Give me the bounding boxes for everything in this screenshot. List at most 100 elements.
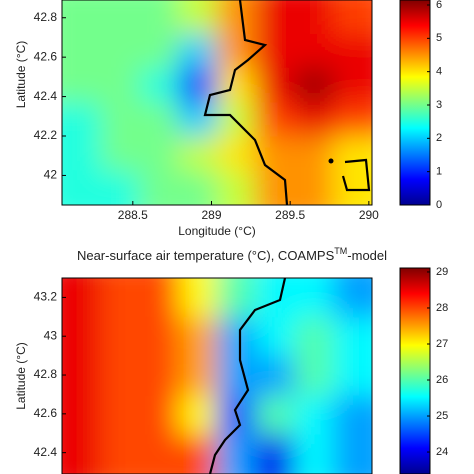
- y-tick-label: 42.6: [34, 406, 58, 420]
- field-cell: [255, 0, 296, 36]
- field-cell: [178, 68, 218, 104]
- field-cell: [294, 102, 335, 138]
- field-cell: [62, 170, 102, 205]
- y-tick-label: 43: [44, 328, 58, 342]
- field-cell: [139, 136, 180, 172]
- colorbar: [399, 267, 431, 474]
- x-axis-label: Longitude (°C): [178, 224, 256, 238]
- y-tick-label: 42.6: [34, 49, 58, 63]
- colorbar-tick-label: 3: [436, 99, 442, 111]
- field-cell: [139, 356, 180, 397]
- field-cell: [333, 434, 372, 474]
- field-cell: [333, 278, 372, 319]
- colorbar-tick-label: 25: [436, 410, 448, 422]
- colorbar-tick-label: 0: [436, 199, 442, 211]
- field-cell: [294, 356, 335, 397]
- field: [62, 278, 372, 474]
- field-cell: [139, 278, 180, 319]
- colorbar-tick-label: 4: [436, 66, 442, 78]
- field-cell: [62, 34, 102, 70]
- field-cell: [62, 136, 102, 172]
- field-cell: [100, 356, 141, 397]
- field-cell: [139, 102, 180, 138]
- field-cell: [255, 317, 296, 358]
- field-cell: [217, 34, 257, 70]
- field-cell: [100, 0, 141, 36]
- y-tick-label: 43.2: [34, 290, 58, 304]
- field-cell: [333, 356, 372, 397]
- field-cell: [255, 434, 296, 474]
- field-cell: [217, 434, 257, 474]
- colorbar-tick-label: 5: [436, 32, 442, 44]
- field-cell: [294, 0, 335, 36]
- field-cell: [139, 395, 180, 436]
- field-cell: [333, 34, 372, 70]
- coastline: [203, 0, 289, 205]
- field-cell: [294, 278, 335, 319]
- field-cell: [217, 278, 257, 319]
- field-cell: [255, 278, 296, 319]
- y-tick-label: 42.4: [34, 89, 58, 103]
- field-cell: [62, 102, 102, 138]
- field-cell: [100, 317, 141, 358]
- field-cell: [139, 34, 180, 70]
- plot-frame: [61, 0, 373, 206]
- field-cell: [62, 434, 102, 474]
- plot-frame: [61, 277, 373, 474]
- field-cell: [139, 317, 180, 358]
- field-cell: [217, 136, 257, 172]
- field-cell: [100, 278, 141, 319]
- colorbar-tick-label: 24: [436, 446, 448, 458]
- x-tick-label: 289.5: [275, 208, 305, 222]
- x-tick-label: 290: [359, 208, 379, 222]
- field-cell: [294, 170, 335, 205]
- title-suffix: -model: [347, 248, 387, 263]
- field-cell: [333, 317, 372, 358]
- title-superscript: TM: [334, 246, 347, 256]
- field-cell: [62, 0, 102, 36]
- field-cell: [294, 434, 335, 474]
- field-cell: [139, 170, 180, 205]
- field-cell: [294, 317, 335, 358]
- y-axis-label: Latitude (°C): [14, 41, 28, 109]
- coastline: [341, 158, 371, 192]
- field-cell: [333, 0, 372, 36]
- colorbar-tick-label: 28: [436, 302, 448, 314]
- field-cell: [178, 170, 218, 205]
- field: [62, 0, 372, 205]
- field-cell: [255, 356, 296, 397]
- y-axis-label: Latitude (°C): [14, 342, 28, 410]
- field-cell: [100, 68, 141, 104]
- field-cell: [62, 317, 102, 358]
- field-cell: [139, 68, 180, 104]
- marker-dot: [328, 158, 334, 164]
- field-cell: [294, 34, 335, 70]
- x-tick-label: 288.5: [118, 208, 148, 222]
- field-cell: [294, 395, 335, 436]
- field-cell: [178, 0, 218, 36]
- field-cell: [178, 278, 218, 319]
- y-tick-label: 42.4: [34, 445, 58, 459]
- field-cell: [255, 102, 296, 138]
- field-cell: [62, 68, 102, 104]
- field-cell: [178, 317, 218, 358]
- y-tick-label: 42.8: [34, 367, 58, 381]
- field-cell: [217, 68, 257, 104]
- colorbar-tick-label: 2: [436, 132, 442, 144]
- field-cell: [333, 395, 372, 436]
- field-cell: [62, 395, 102, 436]
- field-cell: [333, 68, 372, 104]
- field-cell: [100, 395, 141, 436]
- field-cell: [178, 136, 218, 172]
- field-cell: [255, 136, 296, 172]
- colorbar-tick-label: 26: [436, 374, 448, 386]
- title-main: Near-surface air temperature (°C), COAMP…: [77, 248, 335, 263]
- colorbar: [399, 0, 431, 206]
- field-cell: [178, 34, 218, 70]
- colorbar-tick-label: 6: [436, 0, 442, 11]
- field-cell: [255, 34, 296, 70]
- chart-title: Near-surface air temperature (°C), COAMP…: [77, 246, 387, 263]
- field-cell: [62, 356, 102, 397]
- field-cell: [178, 102, 218, 138]
